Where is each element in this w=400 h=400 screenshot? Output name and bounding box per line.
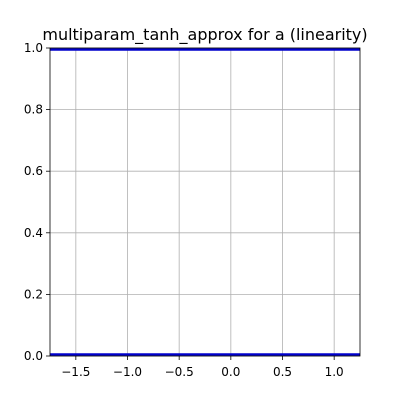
- y-tick-label: 1.0: [24, 41, 43, 55]
- y-tick-label: 0.0: [24, 349, 43, 363]
- y-tick-label: 0.8: [24, 103, 43, 117]
- series: [50, 48, 360, 356]
- y-tick-label: 0.6: [24, 164, 43, 178]
- plot-frame: [49, 47, 361, 357]
- x-tick-label: −1.0: [113, 365, 142, 379]
- x-axis: −1.5 −1.0 −0.5 0.0 0.5 1.0: [61, 356, 344, 379]
- chart-title: multiparam_tanh_approx for a (linearity): [42, 25, 367, 45]
- x-tick-label: 0.5: [273, 365, 292, 379]
- x-tick-label: 1.0: [325, 365, 344, 379]
- y-tick-label: 0.4: [24, 226, 43, 240]
- x-tick-label: 0.0: [221, 365, 240, 379]
- x-tick-label: −0.5: [165, 365, 194, 379]
- y-tick-label: 0.2: [24, 287, 43, 301]
- x-tick-label: −1.5: [61, 365, 90, 379]
- y-axis: 0.0 0.2 0.4 0.6 0.8 1.0: [24, 41, 50, 363]
- grid: [50, 47, 360, 357]
